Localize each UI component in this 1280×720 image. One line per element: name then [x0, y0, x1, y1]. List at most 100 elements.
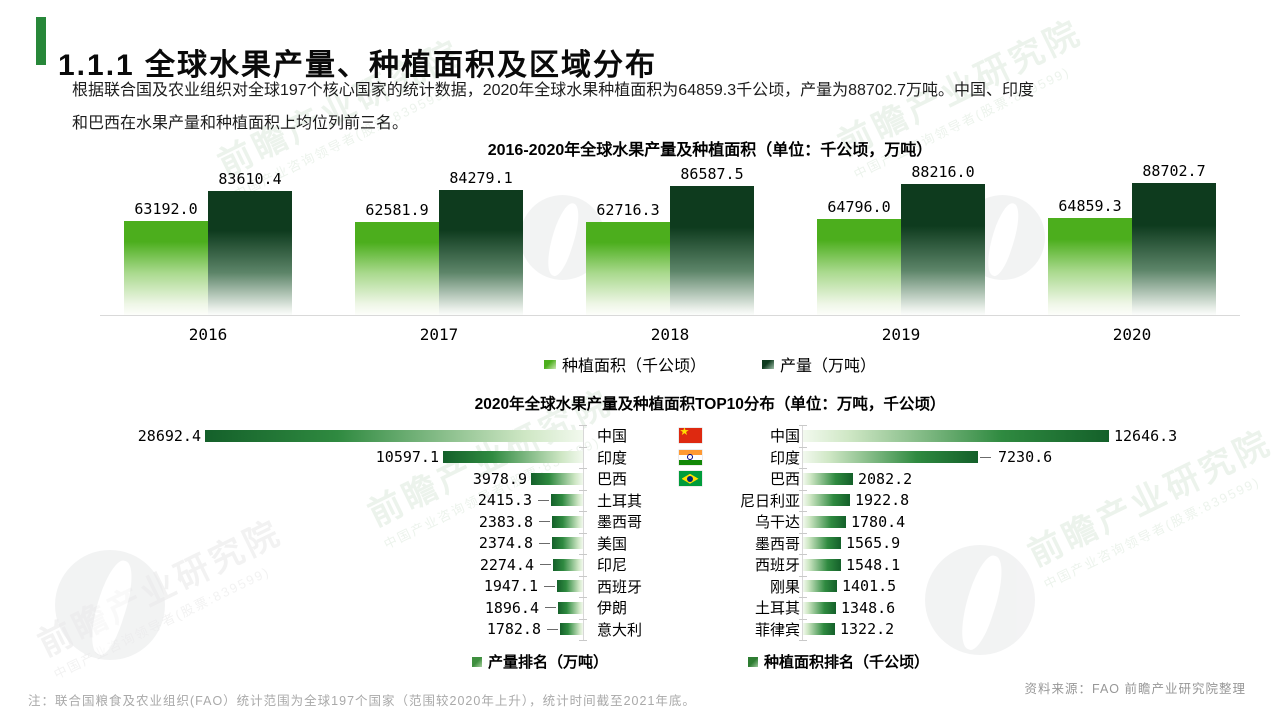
production-bar — [1132, 183, 1216, 315]
production-value-label: 83610.4 — [218, 170, 282, 188]
production-bar — [439, 190, 523, 315]
area-bar-wrap: 62581.9 — [355, 201, 439, 315]
country-label-area: 墨西哥 — [754, 535, 800, 553]
country-label-area: 印度 — [769, 449, 800, 467]
legend-label: 种植面积（千公顷） — [561, 358, 706, 375]
production-bar — [205, 429, 583, 442]
axis-tick — [579, 597, 587, 598]
area-bar — [586, 222, 670, 315]
production-bar-cell: 2415.3 — [135, 490, 583, 512]
legend-label: 产量（万吨） — [780, 358, 877, 375]
area-value-label: 1565.9 — [846, 534, 901, 553]
production-bar-wrap: 84279.1 — [439, 169, 523, 315]
legend-item-production-rank: 产量排名（万吨） — [472, 651, 608, 672]
legend-label: 产量排名（万吨） — [488, 654, 609, 671]
country-label-area: 乌干达 — [754, 514, 800, 532]
production-bar-wrap: 88702.7 — [1132, 162, 1216, 315]
production-bar-cell: 1896.4 — [135, 597, 583, 619]
area-bar-cell: 1322.2 — [802, 618, 1240, 640]
country-label-production: 土耳其 — [583, 489, 660, 511]
area-bar — [803, 451, 978, 464]
legend-marker-green-icon — [472, 656, 482, 667]
production-bar — [670, 186, 754, 315]
production-bar-wrap: 83610.4 — [208, 170, 292, 315]
axis-tick — [579, 468, 587, 469]
country-label-area: 西班牙 — [754, 557, 800, 575]
bar-group-2017: 62581.9 84279.1 — [355, 169, 523, 315]
area-bar — [803, 558, 841, 571]
bar-group-2016: 63192.0 83610.4 — [124, 170, 292, 315]
area-value-label: 62716.3 — [596, 201, 660, 219]
axis-tick — [579, 618, 587, 620]
year-label: 2016 — [188, 325, 228, 344]
flag-cell — [660, 554, 720, 576]
bar-group-2019: 64796.0 88216.0 — [817, 163, 985, 315]
area-bar — [1048, 218, 1132, 315]
tornado-row: 2383.8 墨西哥 乌干达 1780.4 — [135, 511, 1240, 533]
area-bar — [803, 515, 846, 528]
leader-line — [540, 564, 551, 566]
legend-item-planting-area: 种植面积（千公顷） — [543, 352, 706, 376]
year-label: 2020 — [1112, 325, 1152, 344]
flag-cell — [660, 447, 720, 469]
area-value-label: 1548.1 — [846, 555, 901, 574]
area-bar — [124, 221, 208, 315]
production-value-label: 86587.5 — [680, 165, 744, 183]
country-label-production: 西班牙 — [583, 575, 660, 597]
axis-tick — [579, 532, 587, 534]
production-bar — [560, 623, 583, 636]
production-value-label: 3978.9 — [472, 469, 527, 488]
country-label-area: 土耳其 — [754, 600, 800, 618]
area-bar-cell: 12646.3 — [802, 425, 1240, 447]
country-label-area: 尼日利亚 — [739, 492, 800, 510]
axis-tick — [579, 640, 587, 641]
legend-marker-green-icon — [748, 656, 758, 667]
production-value-label: 88216.0 — [911, 163, 975, 181]
production-bar — [443, 451, 583, 464]
country-label-production: 中国 — [583, 425, 660, 447]
production-value-label: 2383.8 — [478, 512, 533, 531]
area-bar-cell: 1565.9 — [802, 532, 1240, 554]
title-accent-bar — [36, 17, 46, 65]
country-label-production: 印度 — [583, 446, 660, 468]
area-value-label: 1780.4 — [851, 512, 906, 531]
production-value-label: 1782.8 — [486, 620, 541, 639]
production-value-label: 84279.1 — [449, 169, 513, 187]
flag-cell — [660, 511, 720, 533]
tornado-row: 3978.9 巴西 巴西 2082.2 — [135, 468, 1240, 490]
area-value-label: 7230.6 — [998, 448, 1053, 467]
production-bar-cell: 28692.4 — [135, 425, 583, 447]
area-bar — [355, 222, 439, 315]
axis-tick — [799, 618, 807, 620]
area-bar-cell: 1922.8 — [802, 489, 1240, 511]
country-label-area: 中国 — [769, 428, 800, 446]
production-bar-cell: 2274.4 — [135, 554, 583, 576]
country-label-production: 巴西 — [583, 468, 660, 490]
production-bar — [901, 184, 985, 315]
country-label-production: 印尼 — [583, 554, 660, 576]
brazil-flag-icon — [678, 471, 702, 487]
production-bar — [208, 191, 292, 315]
flag-cell — [660, 490, 720, 512]
tornado-row: 1896.4 伊朗 土耳其 1348.6 — [135, 597, 1240, 619]
legend-marker-light-green-icon — [543, 359, 556, 369]
production-bar — [557, 580, 583, 593]
area-bar — [817, 219, 901, 315]
area-value-label: 1322.2 — [840, 620, 895, 639]
production-bar-cell: 10597.1 — [135, 447, 583, 469]
production-value-label: 88702.7 — [1142, 162, 1206, 180]
flag-cell — [660, 597, 720, 619]
page-title: 1.1.1 全球水果产量、种植面积及区域分布 — [58, 49, 658, 83]
area-bar — [803, 472, 853, 485]
country-label-production: 伊朗 — [583, 597, 660, 619]
production-bar-cell: 2374.8 — [135, 533, 583, 555]
intro-line-1: 根据联合国及农业组织对全球197个核心国家的统计数据，2020年全球水果种植面积… — [72, 82, 1034, 99]
production-bar-cell: 2383.8 — [135, 511, 583, 533]
production-bar — [551, 494, 583, 507]
axis-tick — [799, 511, 807, 512]
leader-line — [980, 456, 991, 458]
leader-line — [544, 585, 555, 587]
legend-label: 种植面积排名（千公顷） — [764, 654, 930, 671]
intro-line-2: 和巴西在水果产量和种植面积上均位列前三名。 — [72, 115, 409, 132]
production-bar — [553, 558, 583, 571]
